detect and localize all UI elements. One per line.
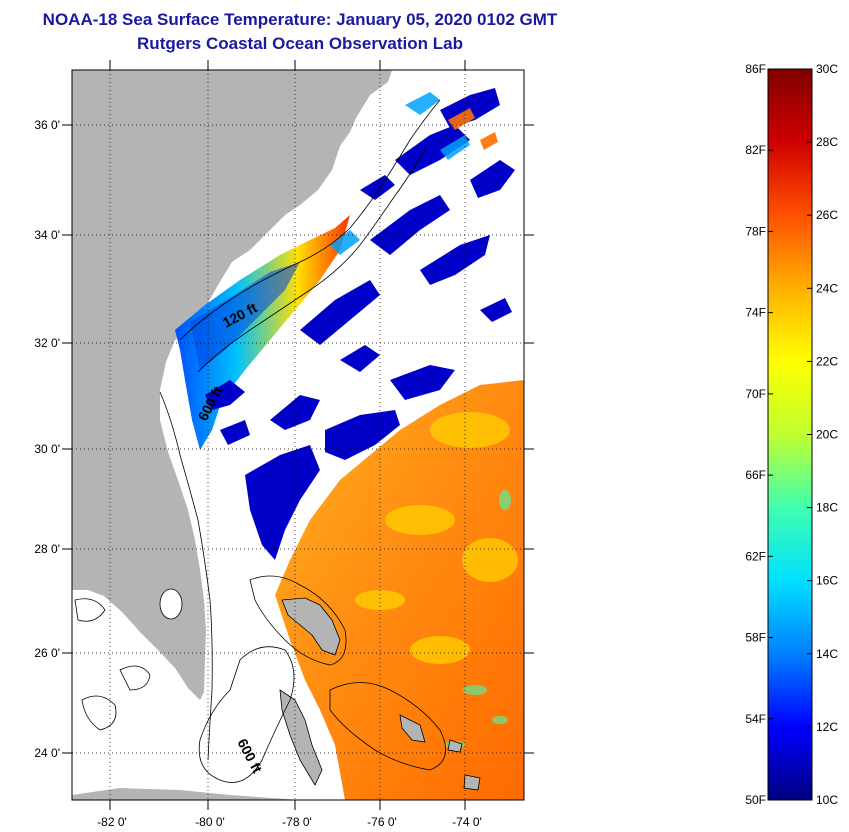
sst-mid-patches [330,92,470,255]
celsius-label: 24C [816,281,838,295]
fahrenheit-label: 70F [745,387,766,401]
lat-label: 28 0' [34,542,60,556]
sst-cold-patches [205,88,515,560]
sst-warm-streaks [448,108,498,150]
celsius-label: 12C [816,720,838,734]
sst-shelf-cold [190,262,300,370]
lon-label: -76 0' [367,815,397,829]
celsius-label: 30C [816,62,838,76]
lon-label: -82 0' [97,815,127,829]
color-scale-bar: 86F 82F 78F 74F 70F 66F 62F 58F 54F 50F 30C 28C 26C… [745,62,838,807]
fahrenheit-label: 74F [745,306,766,320]
lake-okeechobee [159,588,183,620]
lat-label: 36 0' [34,118,60,132]
map-frame [71,69,525,801]
longitude-labels: -82 0' -80 0' -78 0' -76 0' -74 0' [97,815,482,829]
fahrenheit-label: 58F [745,631,766,645]
land-mass-southeast-us [72,70,392,700]
lat-label: 34 0' [34,228,60,242]
map-subtitle: Rutgers Coastal Ocean Observation Lab [137,34,463,53]
land-mass-cuba [72,788,300,800]
sst-swath-warm [275,380,524,800]
fahrenheit-label: 86F [745,62,766,76]
celsius-label: 28C [816,135,838,149]
graticule [72,70,524,800]
lat-label: 26 0' [34,646,60,660]
fahrenheit-label: 82F [745,143,766,157]
color-scale-gradient [768,69,812,800]
latitude-labels: 36 0' 34 0' 32 0' 30 0' 28 0' 26 0' 24 0… [34,118,60,760]
axis-ticks [62,60,534,810]
lon-label: -78 0' [282,815,312,829]
celsius-label: 16C [816,574,838,588]
map-title: NOAA-18 Sea Surface Temperature: January… [42,10,558,29]
land-mass-bahamas [279,597,481,791]
celsius-label: 22C [816,354,838,368]
celsius-label: 14C [816,647,838,661]
lon-label: -80 0' [195,815,225,829]
lon-label: -74 0' [452,815,482,829]
fahrenheit-label: 54F [745,712,766,726]
lat-label: 30 0' [34,442,60,456]
celsius-labels: 30C 28C 26C 24C 22C 20C 18C 16C 14C 12C 10C [816,62,838,807]
fahrenheit-labels: 86F 82F 78F 74F 70F 66F 62F 58F 54F 50F [745,62,766,807]
lat-label: 32 0' [34,336,60,350]
fahrenheit-label: 78F [745,224,766,238]
map-panel: 36 0' 34 0' 32 0' 30 0' 28 0' 26 0' 24 0… [34,60,534,829]
celsius-label: 10C [816,793,838,807]
celsius-label: 18C [816,501,838,515]
fahrenheit-label: 66F [745,468,766,482]
celsius-label: 20C [816,428,838,442]
lat-label: 24 0' [34,746,60,760]
fahrenheit-label: 50F [745,793,766,807]
fahrenheit-label: 62F [745,549,766,563]
bathymetry-contours [74,99,447,783]
celsius-label: 26C [816,208,838,222]
color-scale-ticks [768,68,812,801]
